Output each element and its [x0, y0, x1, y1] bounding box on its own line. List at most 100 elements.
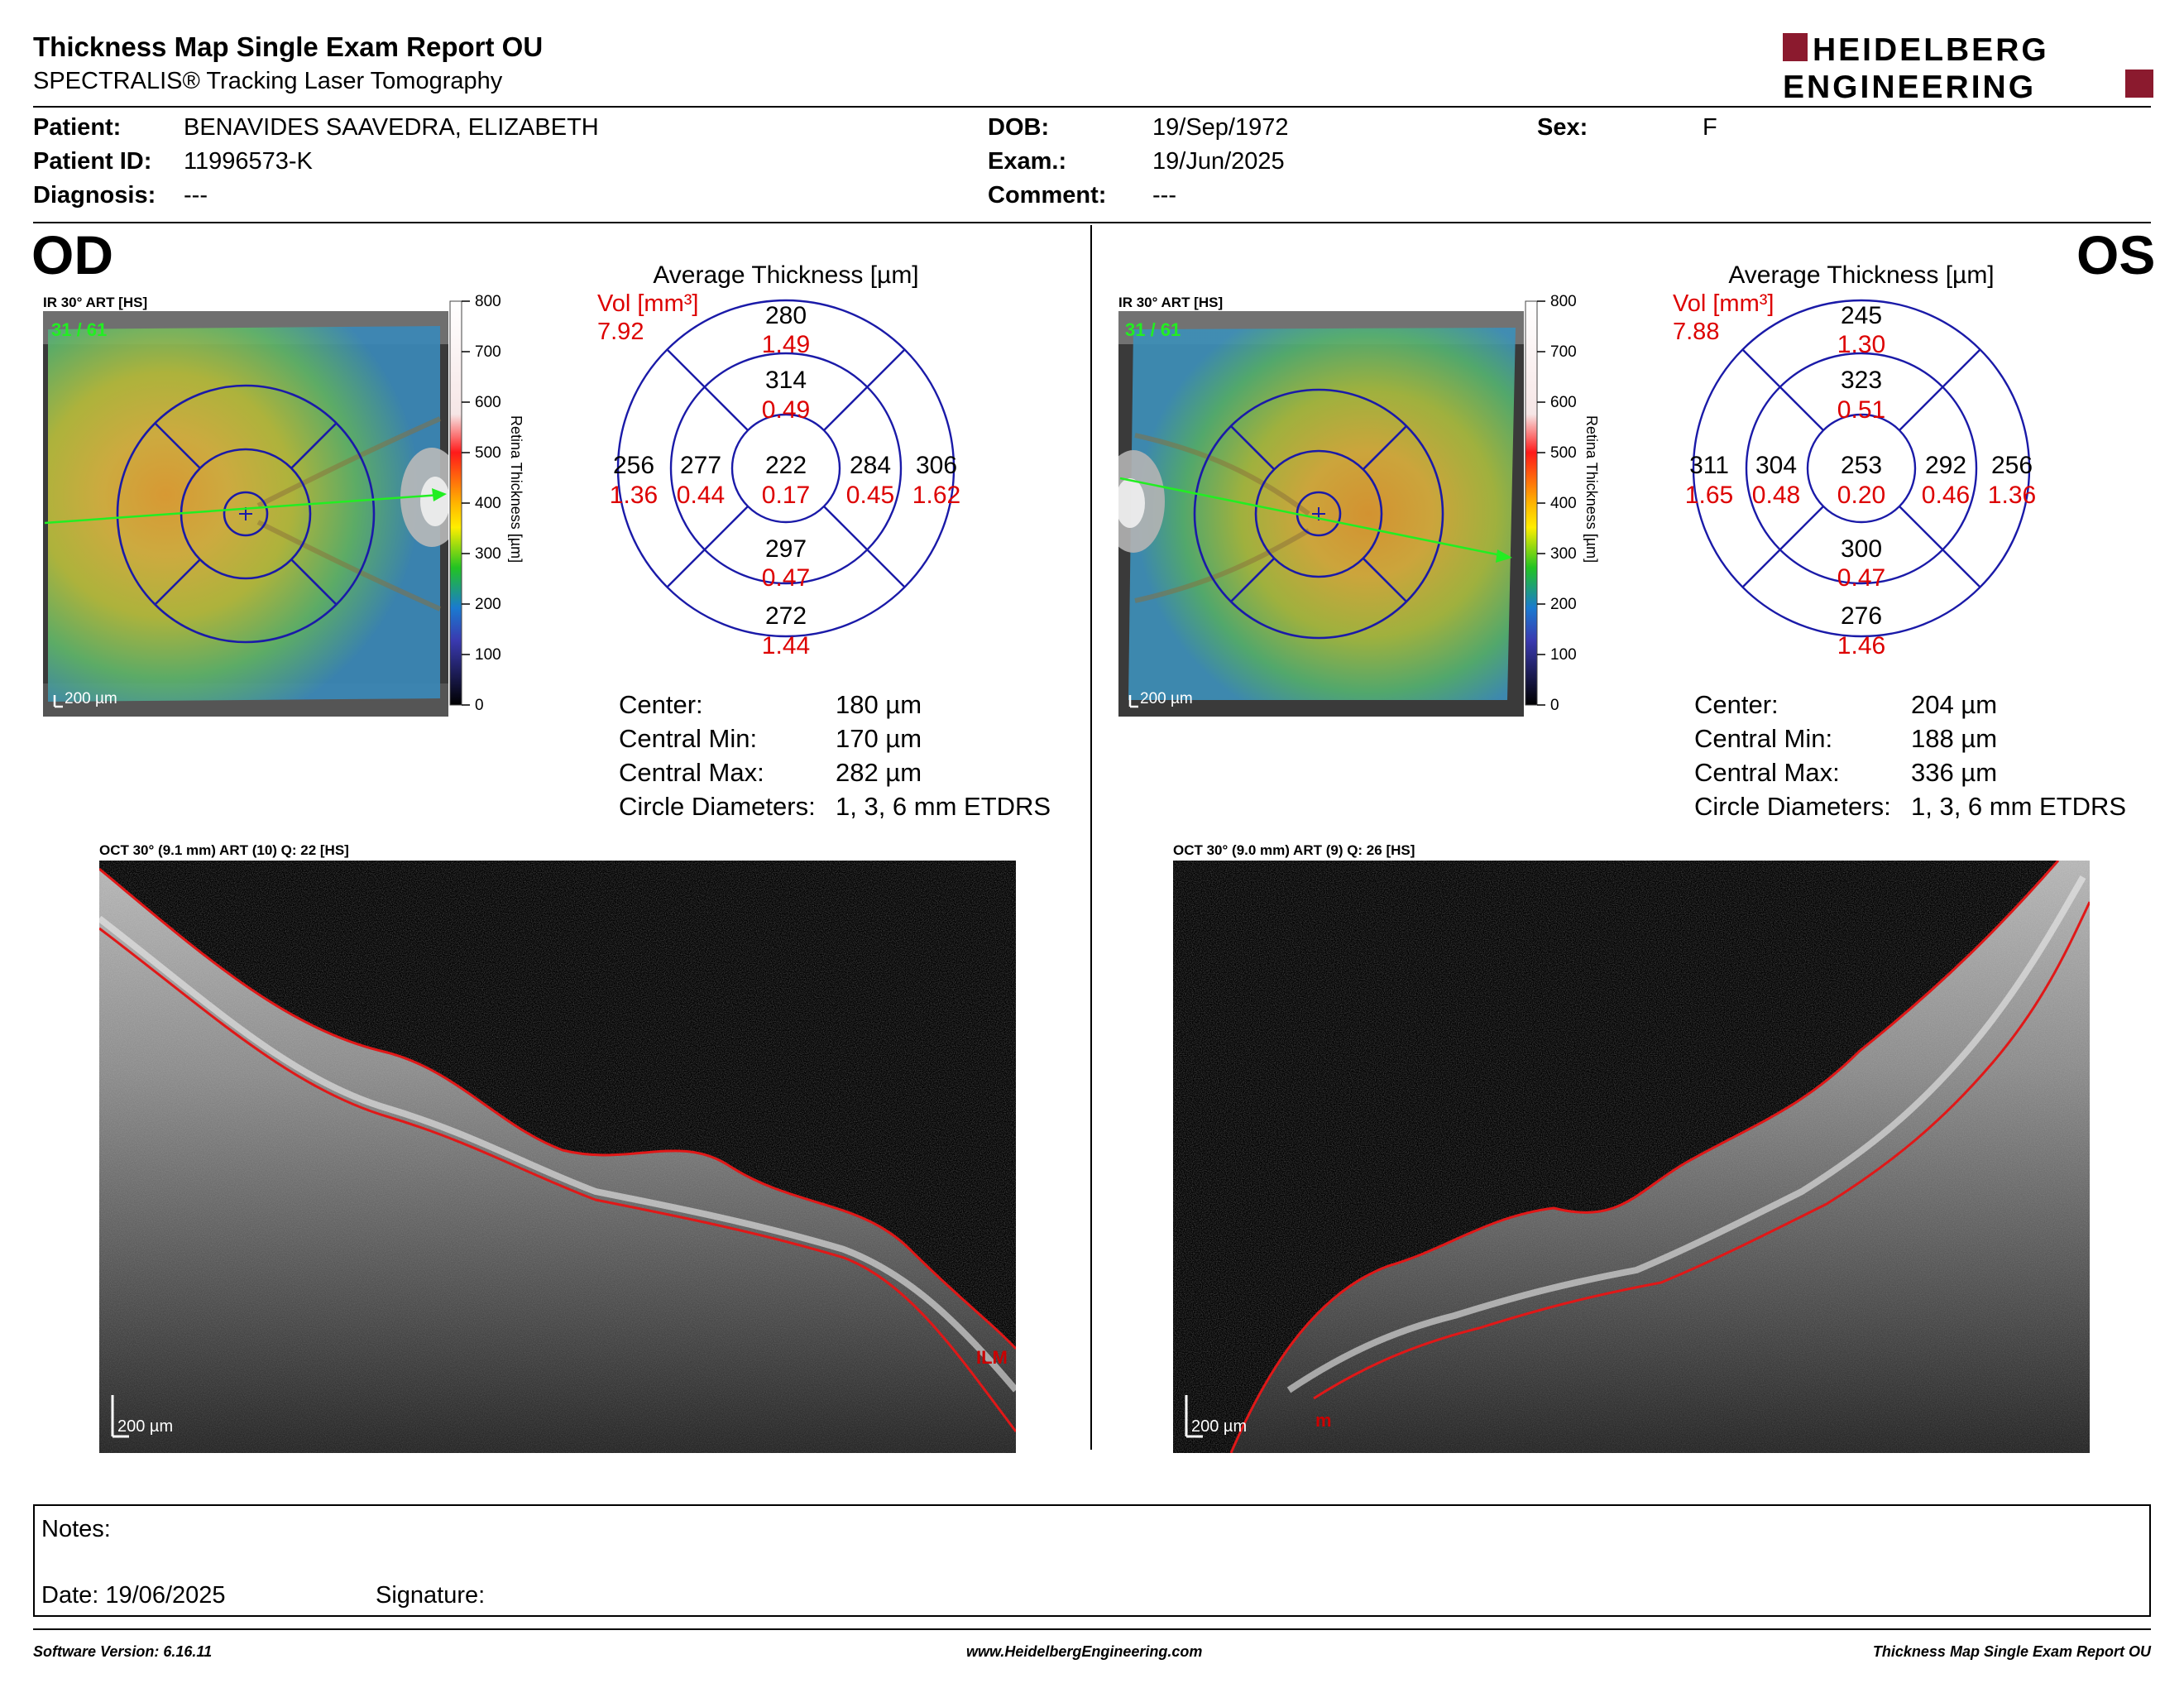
- os-scale-tick: 800: [1550, 295, 1577, 310]
- os-oct-m-label: m: [1315, 1410, 1332, 1431]
- os-inner-left-volume: 0.48: [1752, 482, 1800, 509]
- od-scale-tick: 500: [475, 444, 501, 462]
- od-grid-title: Average Thickness [µm]: [653, 261, 918, 289]
- od-max-value: 282 µm: [836, 758, 922, 787]
- sex-label: Sex:: [1537, 114, 1588, 141]
- od-center-value: 180 µm: [836, 690, 922, 719]
- os-outer-top-volume: 1.30: [1837, 331, 1885, 358]
- od-outer-left-volume: 1.36: [610, 482, 658, 509]
- diagnosis-value: ---: [184, 182, 208, 209]
- patient-id-label: Patient ID:: [33, 148, 152, 175]
- os-outer-bottom-thickness: 276: [1841, 602, 1882, 630]
- os-diam-value: 1, 3, 6 mm ETDRS: [1911, 792, 2127, 821]
- od-diam-label: Circle Diameters:: [619, 792, 816, 821]
- od-inner-left-thickness: 277: [680, 452, 721, 479]
- info-rule: [33, 222, 2151, 223]
- os-outer-left-thickness: 311: [1689, 452, 1729, 479]
- footer-website[interactable]: www.HeidelbergEngineering.com: [966, 1643, 1203, 1660]
- os-scale-tick: 600: [1550, 394, 1577, 411]
- os-ir-caption: IR 30° ART [HS]: [1118, 295, 1224, 310]
- os-thickness-map: 31 / 61 200 µm: [1118, 311, 1524, 717]
- od-inner-bottom-volume: 0.47: [762, 564, 810, 592]
- od-eye-label: OD: [31, 224, 113, 285]
- od-inner-top-thickness: 314: [765, 367, 807, 394]
- os-scale-tick: 700: [1550, 343, 1577, 361]
- od-scale-title: Retina Thickness [µm]: [508, 415, 524, 563]
- report-subtitle: SPECTRALIS® Tracking Laser Tomography: [33, 68, 503, 94]
- os-max-label: Central Max:: [1694, 758, 1840, 787]
- od-scale-tick: 0: [475, 697, 484, 714]
- os-oct-caption: OCT 30° (9.0 mm) ART (9) Q: 26 [HS]: [1173, 842, 1415, 858]
- os-scale-tick: 500: [1550, 444, 1577, 462]
- logo-block-top: [1783, 33, 1808, 61]
- od-outer-right-volume: 1.62: [912, 482, 960, 509]
- sex-value: F: [1703, 114, 1717, 141]
- os-scale-tick: 200: [1550, 596, 1577, 613]
- os-frame-label: 31 / 61: [1125, 319, 1181, 340]
- notes-signature-label: Signature:: [376, 1582, 486, 1609]
- os-vol-value: 7.88: [1673, 319, 1719, 345]
- patient-name: BENAVIDES SAAVEDRA, ELIZABETH: [184, 114, 599, 141]
- notes-box[interactable]: Notes: Date: 19/06/2025 Signature:: [33, 1504, 2151, 1617]
- od-outer-bottom-volume: 1.44: [762, 632, 810, 659]
- od-inner-right-volume: 0.45: [846, 482, 894, 509]
- comment-value: ---: [1152, 182, 1176, 209]
- os-outer-right-volume: 1.36: [1988, 482, 2036, 509]
- od-scale-tick: 600: [475, 394, 501, 411]
- od-min-label: Central Min:: [619, 724, 758, 753]
- os-min-label: Central Min:: [1694, 724, 1833, 753]
- heidelberg-logo: HEIDELBERG ENGINEERING: [1783, 32, 2153, 101]
- os-inner-left-thickness: 304: [1755, 452, 1797, 479]
- od-center-thickness: 222: [765, 452, 807, 479]
- os-inner-right-volume: 0.46: [1922, 482, 1970, 509]
- diagnosis-label: Diagnosis:: [33, 182, 156, 209]
- os-diam-label: Circle Diameters:: [1694, 792, 1891, 821]
- report-title: Thickness Map Single Exam Report OU: [33, 31, 544, 62]
- os-outer-left-volume: 1.65: [1685, 482, 1733, 509]
- os-center-thickness: 253: [1841, 452, 1882, 479]
- os-scale-tick: 100: [1550, 646, 1577, 664]
- logo-block-bottom: [2125, 70, 2153, 98]
- os-scale-title: Retina Thickness [µm]: [1583, 415, 1600, 563]
- od-scale-tick: 800: [475, 295, 501, 310]
- os-grid-title: Average Thickness [µm]: [1728, 261, 1994, 289]
- os-outer-top-thickness: 245: [1841, 302, 1882, 329]
- os-oct-bscan: m 200 µm: [1173, 861, 2090, 1453]
- patient-id: 11996573-K: [184, 148, 313, 175]
- footer-rule: [33, 1628, 2151, 1630]
- exam-value: 19/Jun/2025: [1152, 148, 1285, 175]
- od-oct-caption: OCT 30° (9.1 mm) ART (10) Q: 22 [HS]: [99, 842, 349, 858]
- os-color-scale: 800 700 600 500 400 300 200 100 0 Retina…: [1525, 295, 1600, 714]
- od-outer-top-volume: 1.49: [762, 331, 810, 358]
- os-outer-bottom-volume: 1.46: [1837, 632, 1885, 659]
- eye-divider: [1090, 225, 1092, 1450]
- od-min-value: 170 µm: [836, 724, 922, 753]
- od-frame-label: 31 / 61: [51, 319, 107, 340]
- os-outer-right-thickness: 256: [1991, 452, 2033, 479]
- od-vol-value: 7.92: [597, 319, 644, 345]
- od-thickness-map: 31 / 61 200 µm: [43, 311, 448, 717]
- od-vol-label: Vol [mm³]: [597, 290, 698, 317]
- logo-text-1: HEIDELBERG: [1813, 32, 2049, 68]
- patient-label: Patient:: [33, 114, 122, 141]
- od-oct-ilm-label: ILM: [976, 1347, 1008, 1368]
- od-inner-top-volume: 0.49: [762, 396, 810, 424]
- os-inner-right-thickness: 292: [1925, 452, 1966, 479]
- os-vol-label: Vol [mm³]: [1673, 290, 1774, 317]
- od-ir-scalebar: 200 µm: [65, 690, 117, 707]
- os-center-value: 204 µm: [1911, 690, 1998, 719]
- notes-date: Date: 19/06/2025: [41, 1582, 226, 1609]
- comment-label: Comment:: [988, 182, 1107, 209]
- dob-label: DOB:: [988, 114, 1050, 141]
- od-color-scale: 800 700 600 500 400 300 200 100 0 Retina…: [449, 295, 524, 714]
- os-oct-scalebar: 200 µm: [1191, 1417, 1247, 1436]
- os-max-value: 336 µm: [1911, 758, 1998, 787]
- od-etdrs-grid: Average Thickness [µm] Vol [mm³] 7.92 28…: [597, 261, 960, 659]
- od-scale-tick: 100: [475, 646, 501, 664]
- exam-label: Exam.:: [988, 148, 1067, 175]
- od-max-label: Central Max:: [619, 758, 764, 787]
- os-inner-top-volume: 0.51: [1837, 396, 1885, 424]
- od-outer-top-thickness: 280: [765, 302, 807, 329]
- os-inner-bottom-thickness: 300: [1841, 535, 1882, 563]
- od-center-volume: 0.17: [762, 482, 810, 509]
